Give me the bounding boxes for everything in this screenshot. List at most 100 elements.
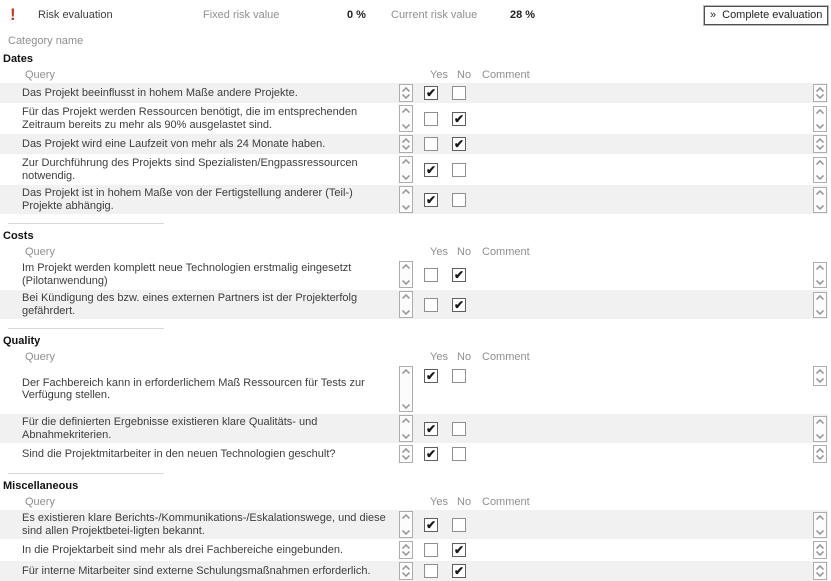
chevron-down-icon[interactable] [816,529,824,535]
query-scrollbar[interactable] [399,156,413,183]
chevron-up-icon[interactable] [816,448,824,453]
chevron-up-icon[interactable] [816,189,824,195]
chevron-down-icon[interactable] [402,145,410,150]
query-scrollbar[interactable] [399,135,413,153]
chevron-up-icon[interactable] [402,159,410,164]
yes-checkbox[interactable] [424,543,438,557]
yes-checkbox[interactable] [424,192,438,207]
chevron-down-icon[interactable] [402,572,410,577]
chevron-up-icon[interactable] [402,138,410,143]
yes-checkbox[interactable] [424,297,438,312]
comment-field[interactable] [467,260,811,289]
comment-scrollbar[interactable] [813,105,827,132]
yes-checkbox[interactable] [424,162,438,177]
chevron-down-icon[interactable] [816,145,824,150]
chevron-up-icon[interactable] [402,87,410,92]
no-checkbox[interactable] [452,297,466,312]
query-scrollbar[interactable] [399,366,413,412]
chevron-down-icon[interactable] [816,174,824,180]
chevron-up-icon[interactable] [402,514,410,519]
chevron-down-icon[interactable] [816,309,824,315]
chevron-down-icon[interactable] [816,279,824,285]
chevron-up-icon[interactable] [816,369,824,374]
chevron-down-icon[interactable] [816,378,824,383]
query-scrollbar[interactable] [399,445,413,463]
yes-checkbox[interactable] [424,267,438,282]
comment-scrollbar[interactable] [813,562,827,580]
comment-scrollbar[interactable] [813,445,827,463]
no-checkbox[interactable] [452,162,466,177]
chevron-down-icon[interactable] [402,434,410,439]
chevron-up-icon[interactable] [816,565,824,570]
no-checkbox[interactable] [452,517,466,532]
chevron-up-icon[interactable] [402,448,410,453]
chevron-down-icon[interactable] [402,455,410,460]
chevron-up-icon[interactable] [816,514,824,520]
chevron-down-icon[interactable] [402,310,410,315]
yes-checkbox[interactable] [424,517,438,532]
chevron-down-icon[interactable] [402,205,410,210]
comment-scrollbar[interactable] [813,261,827,288]
no-checkbox[interactable] [452,267,466,282]
chevron-up-icon[interactable] [402,544,410,549]
comment-scrollbar[interactable] [813,135,827,153]
comment-scrollbar[interactable] [813,366,827,386]
chevron-up-icon[interactable] [816,87,824,92]
query-scrollbar[interactable] [399,541,413,559]
no-checkbox[interactable] [452,421,466,436]
chevron-up-icon[interactable] [402,108,410,113]
no-checkbox[interactable] [452,86,466,100]
complete-evaluation-button[interactable]: » Complete evaluation [703,4,829,26]
chevron-up-icon[interactable] [402,294,410,299]
chevron-up-icon[interactable] [816,138,824,143]
chevron-up-icon[interactable] [402,189,410,194]
chevron-down-icon[interactable] [816,455,824,460]
chevron-down-icon[interactable] [402,94,410,99]
chevron-down-icon[interactable] [402,280,410,285]
comment-field[interactable] [467,414,811,443]
comment-scrollbar[interactable] [813,291,827,318]
chevron-down-icon[interactable] [402,551,410,556]
no-checkbox[interactable] [452,111,466,126]
chevron-up-icon[interactable] [816,418,824,424]
query-scrollbar[interactable] [399,84,413,102]
chevron-down-icon[interactable] [402,404,410,409]
chevron-down-icon[interactable] [816,204,824,210]
query-scrollbar[interactable] [399,415,413,442]
yes-checkbox[interactable] [424,421,438,436]
comment-scrollbar[interactable] [813,84,827,102]
chevron-down-icon[interactable] [816,572,824,577]
query-scrollbar[interactable] [399,291,413,318]
comment-field[interactable] [467,83,811,103]
comment-field[interactable] [467,185,811,214]
chevron-up-icon[interactable] [816,294,824,300]
chevron-up-icon[interactable] [816,264,824,270]
comment-field[interactable] [467,290,811,319]
chevron-down-icon[interactable] [816,94,824,99]
no-checkbox[interactable] [452,369,466,383]
query-scrollbar[interactable] [399,562,413,580]
chevron-up-icon[interactable] [402,369,410,374]
no-checkbox[interactable] [452,192,466,207]
no-checkbox[interactable] [452,564,466,578]
query-scrollbar[interactable] [399,186,413,213]
comment-scrollbar[interactable] [813,541,827,559]
comment-field[interactable] [467,444,811,464]
yes-checkbox[interactable] [424,564,438,578]
chevron-up-icon[interactable] [402,418,410,423]
chevron-down-icon[interactable] [816,551,824,556]
chevron-down-icon[interactable] [402,175,410,180]
comment-field[interactable] [467,104,811,133]
comment-scrollbar[interactable] [813,186,827,213]
no-checkbox[interactable] [452,447,466,461]
yes-checkbox[interactable] [424,447,438,461]
comment-field[interactable] [467,155,811,184]
chevron-down-icon[interactable] [816,123,824,129]
comment-scrollbar[interactable] [813,415,827,442]
no-checkbox[interactable] [452,137,466,151]
comment-scrollbar[interactable] [813,511,827,538]
chevron-up-icon[interactable] [816,159,824,165]
chevron-down-icon[interactable] [816,433,824,439]
chevron-up-icon[interactable] [402,264,410,269]
chevron-up-icon[interactable] [402,565,410,570]
